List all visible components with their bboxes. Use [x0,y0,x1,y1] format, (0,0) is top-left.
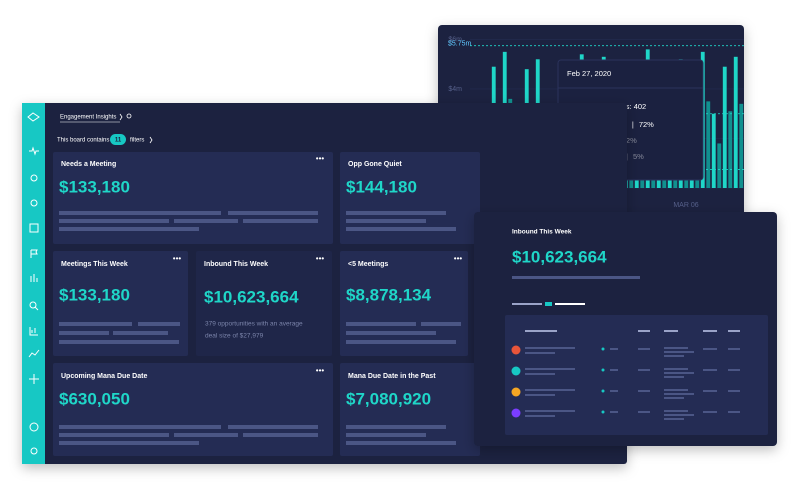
card-menu[interactable]: ••• [173,254,182,263]
detail-value: $10,623,664 [512,247,607,266]
filter-prefix: This board contains [57,138,109,144]
card[interactable]: Mana Due Date in the Past $7,080,920 [340,363,480,456]
detail-panel: Inbound This Week $10,623,664 [474,212,777,446]
card-menu[interactable]: ••• [454,254,463,263]
x-tick-label: MAR 06 [673,202,698,209]
tab[interactable] [555,303,585,305]
card-menu[interactable]: ••• [316,254,325,263]
card-title: Meetings This Week [61,261,128,268]
table-rows [511,345,740,420]
card-value: $8,878,134 [346,285,432,304]
card[interactable]: Upcoming Mana Due Date $630,050 ••• [53,363,333,456]
bar [706,101,711,188]
card-title: Mana Due Date in the Past [348,373,436,380]
filter-count[interactable]: 11 [115,138,122,144]
card[interactable]: Inbound This Week $10,623,664 379 opport… [196,251,332,356]
card-value: $144,180 [346,177,417,196]
reference-label: $5.75m [448,41,472,48]
card-value: $7,080,920 [346,389,431,408]
sidebar-icons [27,112,40,455]
bar [733,56,738,188]
detail-table [505,315,768,435]
bar [717,143,722,188]
card[interactable]: Opp Gone Quiet $144,180 [340,152,480,244]
card-title: Opp Gone Quiet [348,161,402,168]
card-title: Needs a Meeting [61,161,116,168]
card-value: $10,623,664 [204,287,299,306]
detail-title: Inbound This Week [512,229,572,236]
card-menu[interactable]: ••• [316,366,325,375]
y-tick-label: $6m [448,36,462,43]
card-value: $133,180 [59,285,130,304]
chevron [149,136,153,144]
bar [722,66,727,188]
separator: | [632,120,634,129]
sidebar [22,103,45,464]
tooltip-share: 22% [622,136,637,145]
separator: | [626,152,628,161]
card-value: $630,050 [59,389,130,408]
bar [739,103,744,188]
card-note: deal size of $27,979 [205,333,264,340]
table-header [525,330,740,332]
card-note: 379 opportunities with an average [205,321,303,328]
card-title: <5 Meetings [348,261,388,268]
card-value: $133,180 [59,177,130,196]
bar [728,111,733,188]
tooltip-share: 72% [639,120,654,129]
card-title: Inbound This Week [204,261,268,268]
chevron [119,113,123,121]
placeholder [512,276,640,279]
card[interactable]: <5 Meetings $8,878,134 ••• [340,251,468,356]
tab[interactable] [545,302,552,306]
card[interactable]: Needs a Meeting $133,180 ••• [53,152,333,244]
filter-suffix[interactable]: filters [130,138,144,144]
card-menu[interactable]: ••• [316,154,325,163]
bar [711,113,716,188]
breadcrumb[interactable]: Engagement Insights [60,115,116,121]
card-title: Upcoming Mana Due Date [61,373,147,380]
card[interactable]: Meetings This Week $133,180 ••• [53,251,188,356]
tooltip-share: 5% [633,152,644,161]
search-icon[interactable] [126,113,132,119]
tab[interactable] [512,303,542,305]
filter-badge[interactable] [110,134,126,145]
tooltip-date: Feb 27, 2020 [567,69,611,78]
y-tick-label: $4m [448,86,462,93]
